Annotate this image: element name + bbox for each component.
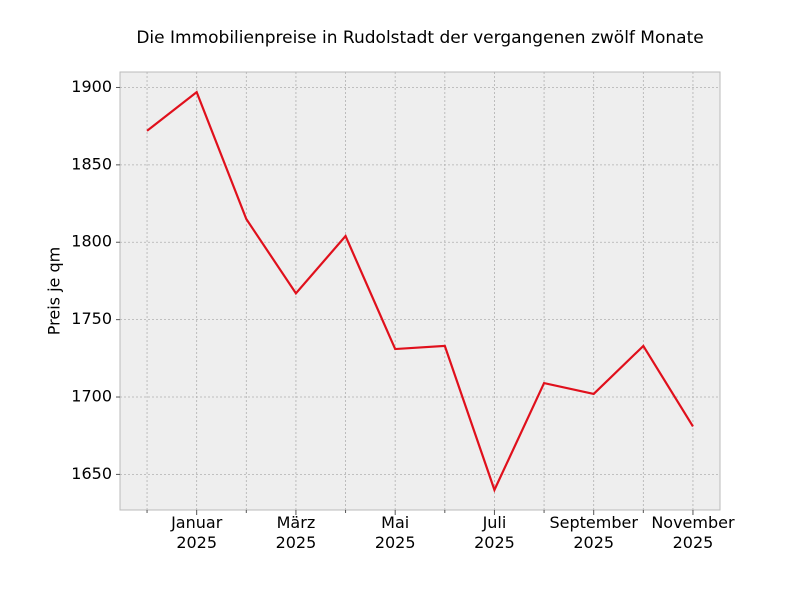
- plot-area: [119, 71, 721, 511]
- y-tick-label: 1850: [71, 154, 112, 173]
- chart-title: Die Immobilienpreise in Rudolstadt der v…: [136, 28, 703, 48]
- x-tick-label: Januar 2025: [171, 513, 223, 552]
- data-line: [146, 90, 694, 493]
- x-tick-label: September 2025: [549, 513, 638, 552]
- y-tick-label: 1650: [71, 464, 112, 483]
- y-tick-label: 1800: [71, 232, 112, 251]
- y-axis-label: Preis je qm: [45, 247, 64, 335]
- y-tick-label: 1700: [71, 387, 112, 406]
- x-tick-label: März 2025: [275, 513, 317, 552]
- y-tick-label: 1750: [71, 309, 112, 328]
- x-tick-label: November 2025: [651, 513, 735, 552]
- y-tick-label: 1900: [71, 77, 112, 96]
- x-tick-label: Mai 2025: [374, 513, 416, 552]
- x-tick-label: Juli 2025: [474, 513, 515, 552]
